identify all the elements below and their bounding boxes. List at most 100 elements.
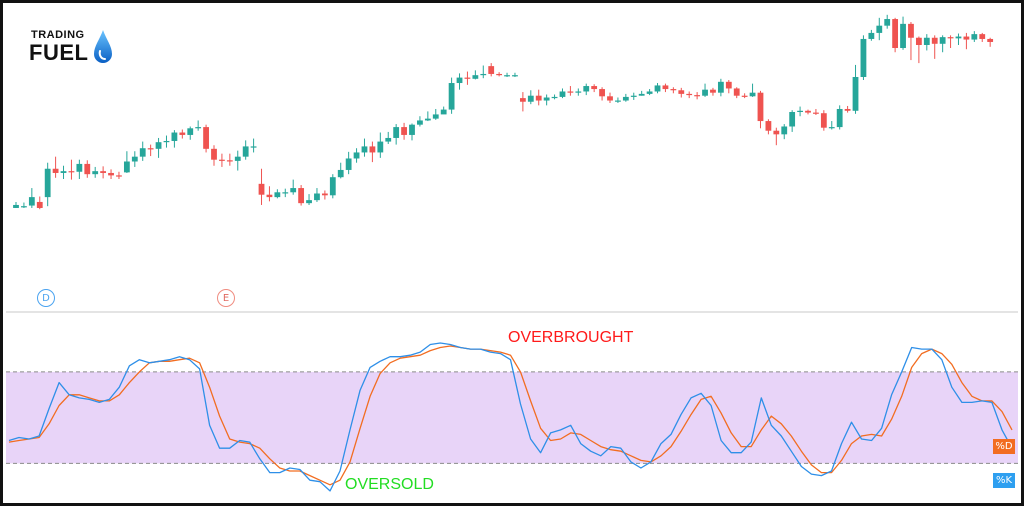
candle — [559, 88, 566, 99]
candle — [646, 89, 653, 96]
candle — [813, 108, 819, 116]
candle — [306, 194, 312, 205]
candle — [377, 132, 384, 158]
candle — [329, 174, 336, 199]
candle — [100, 166, 107, 179]
marker-e-icon[interactable]: E — [217, 289, 235, 307]
candle — [108, 169, 114, 180]
candle — [242, 140, 249, 160]
candle — [131, 151, 138, 167]
candle — [92, 166, 99, 178]
candle — [432, 108, 439, 120]
candle — [931, 35, 938, 59]
candle — [361, 138, 368, 157]
candle — [234, 150, 241, 171]
candle — [947, 35, 954, 49]
candle — [662, 83, 669, 93]
overbought-label: OVERBROUGHT — [508, 329, 634, 346]
marker-d-icon[interactable]: D — [37, 289, 55, 307]
candle — [155, 137, 162, 158]
d-line — [8, 345, 1013, 486]
candle — [535, 89, 542, 106]
candle — [274, 189, 281, 199]
candle — [860, 35, 867, 81]
candle — [908, 22, 914, 61]
candle — [187, 126, 194, 140]
neutral-band — [6, 371, 1018, 464]
candle — [551, 94, 558, 100]
candle — [710, 87, 716, 96]
candle — [385, 131, 392, 144]
candle — [448, 77, 455, 114]
candle — [337, 162, 344, 179]
candle — [116, 171, 122, 180]
candle — [219, 153, 225, 167]
candle — [488, 63, 495, 77]
candle — [749, 83, 756, 97]
candle — [266, 186, 273, 202]
candle — [971, 31, 978, 42]
candle — [979, 32, 986, 42]
d-line-badge: %D — [993, 439, 1015, 454]
oversold-label: OVERSOLD — [345, 476, 434, 493]
candle — [615, 97, 621, 103]
candle — [702, 83, 708, 97]
candle — [797, 106, 803, 117]
candle — [622, 93, 629, 102]
candle — [13, 201, 19, 208]
candle — [915, 36, 922, 64]
candle — [789, 110, 796, 132]
candle — [955, 33, 962, 45]
candle — [139, 141, 146, 161]
logo-line-1: TRADING — [31, 29, 85, 41]
candle — [591, 84, 598, 93]
candle — [44, 162, 51, 207]
candle — [60, 165, 67, 180]
candle — [250, 138, 257, 153]
candle — [163, 135, 170, 148]
candle — [472, 70, 479, 80]
candle — [52, 156, 59, 178]
candle — [512, 72, 518, 77]
candle — [939, 35, 946, 53]
k-line-badge: %K — [993, 473, 1015, 488]
candle — [678, 87, 685, 98]
candle — [567, 86, 574, 96]
candle — [892, 17, 899, 53]
candle — [282, 188, 289, 198]
candle — [464, 71, 471, 85]
candle — [868, 29, 875, 41]
candle — [369, 141, 376, 163]
candle — [733, 87, 740, 99]
candle — [195, 120, 202, 131]
candle — [179, 129, 186, 139]
candle — [805, 109, 811, 115]
candle — [638, 90, 645, 96]
candle — [836, 105, 843, 130]
candle — [694, 92, 701, 100]
candle — [900, 16, 906, 50]
candle — [171, 130, 178, 148]
trading-fuel-logo: TRADING FUEL — [29, 27, 119, 71]
candle — [84, 160, 91, 178]
candle — [393, 124, 400, 145]
candle — [147, 144, 154, 157]
candle — [828, 121, 835, 130]
candle — [686, 91, 693, 99]
candle — [76, 159, 83, 180]
logo-line-2: FUEL — [29, 40, 89, 65]
candle — [28, 188, 35, 208]
candle — [781, 124, 788, 140]
candle — [884, 14, 891, 29]
candle — [519, 92, 526, 112]
candle — [654, 83, 661, 94]
candle — [314, 188, 320, 202]
candle — [321, 190, 328, 200]
candle — [741, 93, 748, 99]
candle — [345, 151, 352, 175]
candle — [203, 124, 209, 153]
candle — [820, 110, 827, 131]
candle — [757, 90, 764, 129]
stochastic-oscillator-chart: OVERBROUGHT OVERSOLD — [6, 329, 1018, 493]
